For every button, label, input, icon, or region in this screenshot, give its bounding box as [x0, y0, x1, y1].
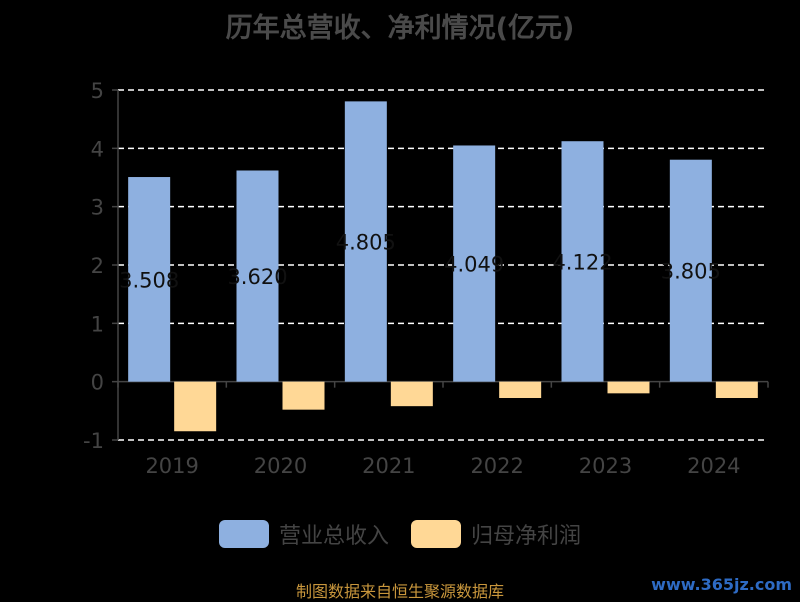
legend: 营业总收入 归母净利润: [0, 518, 800, 550]
profit-bar: [174, 381, 217, 432]
x-tick-label: 2020: [254, 454, 307, 478]
y-tick-label: -1: [83, 429, 104, 453]
legend-label-revenue: 营业总收入: [278, 524, 389, 549]
chart-title: 历年总营收、净利情况(亿元): [225, 13, 575, 44]
y-tick-label: 3: [91, 196, 104, 220]
axes: -1 0 1 2 3 4 5 2019 2020 2021 2022 2023 2024: [83, 79, 769, 478]
profit-bar: [607, 381, 650, 394]
watermark-logo: www.365jz.com: [651, 575, 792, 594]
legend-swatch-profit: [411, 520, 461, 548]
revenue-data-label: 4.049: [444, 253, 504, 277]
profit-bar: [282, 381, 325, 410]
revenue-bar: [236, 170, 279, 382]
x-tick-label: 2022: [470, 454, 523, 478]
y-tick-label: 4: [91, 137, 104, 161]
y-tick-label: 1: [91, 312, 104, 336]
revenue-bar: [453, 145, 496, 382]
legend-item-revenue[interactable]: 营业总收入: [218, 518, 389, 550]
y-tick-label: 0: [91, 371, 104, 395]
revenue-data-label: 3.508: [119, 268, 179, 292]
x-tick-label: 2021: [362, 454, 415, 478]
x-tick-label: 2023: [579, 454, 632, 478]
profit-bar: [715, 381, 758, 398]
legend-item-profit[interactable]: 归母净利润: [411, 518, 581, 550]
x-tick-label: 2019: [145, 454, 198, 478]
grid-lines: [118, 89, 768, 441]
x-tick-label: 2024: [687, 454, 740, 478]
legend-label-profit: 归母净利润: [471, 524, 582, 549]
revenue-data-label: 4.805: [336, 231, 396, 255]
revenue-data-label: 4.122: [552, 250, 612, 274]
data-labels: 3.508 3.620 4.805 4.049 4.122 3.805: [119, 231, 721, 293]
data-source-note: 制图数据来自恒生聚源数据库: [295, 582, 504, 601]
revenue-data-label: 3.805: [661, 260, 721, 284]
profit-bar: [390, 381, 433, 407]
profit-bar: [499, 381, 542, 398]
revenue-bar: [669, 159, 712, 382]
legend-swatch-revenue: [218, 520, 269, 548]
revenue-bar: [561, 141, 604, 382]
revenue-bar: [128, 177, 171, 382]
y-tick-label: 2: [91, 254, 104, 278]
bars: [128, 101, 758, 432]
revenue-bar: [344, 101, 387, 382]
y-tick-label: 5: [91, 79, 104, 103]
revenue-data-label: 3.620: [227, 265, 287, 289]
